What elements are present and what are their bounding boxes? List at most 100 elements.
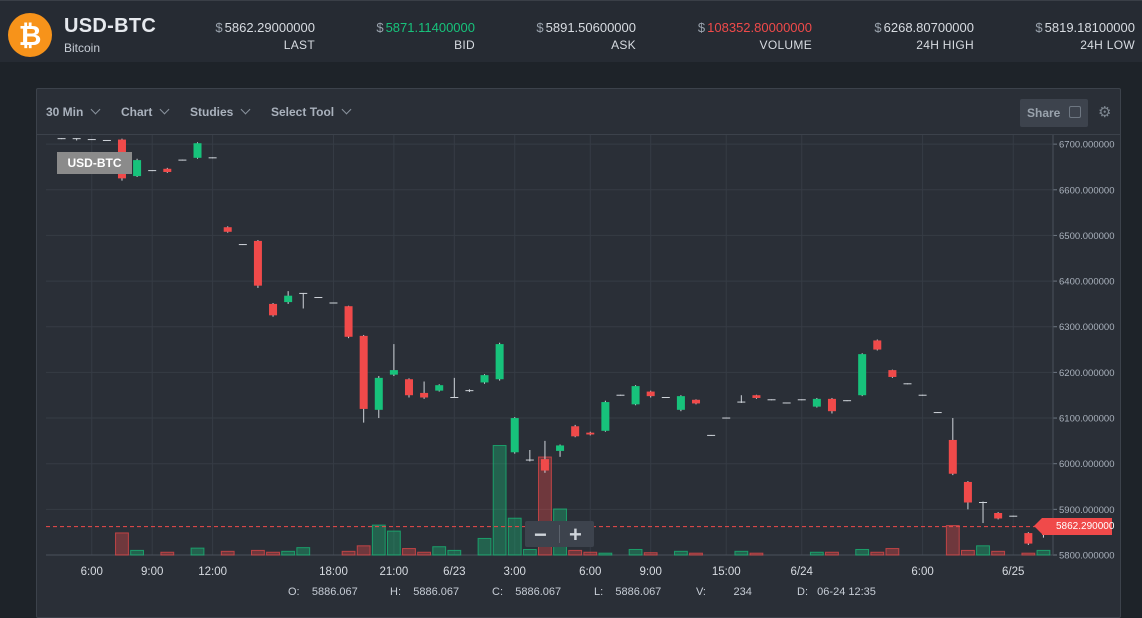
svg-text:₿: ₿ [19,19,42,52]
volume-bar [220,550,235,556]
candle-body [571,426,580,437]
x-tick-label: 21:00 [379,566,408,578]
ohlc-date: D: 06-24 12:35 [797,586,876,598]
gear-icon[interactable]: ⚙ [1098,104,1112,121]
candle-body [540,459,549,471]
ohlc-open-label: O: [288,586,300,598]
ohlc-low-label: L: [594,586,604,598]
volume-bar [991,550,1006,556]
volume-bar [251,549,265,556]
volume-bar [870,551,885,556]
ohlc-close-label: C: [492,586,503,598]
candle-body [948,439,957,474]
x-tick-label: 6/23 [443,566,465,578]
candlestick-chart[interactable]: 6700.000000 6600.000000 6500.000000 6400.00… [37,135,1120,617]
volume-bar [583,551,598,556]
candle-body [133,160,142,177]
select-tool-dropdown[interactable]: Select Tool [271,104,352,119]
volume-bar [266,551,280,556]
stat-volume-value: 108352.80000000 [707,20,812,35]
volume-bar [417,551,432,556]
y-tick-label: 6400.000000 [1059,277,1114,288]
candle-body [435,385,444,391]
select-tool-label: Select Tool [271,105,335,119]
ohlc-low-value: 5886.067 [615,586,662,598]
y-tick-label: 6100.000000 [1059,414,1114,425]
currency-symbol: $ [215,20,223,35]
y-tick-label: 6700.000000 [1059,140,1114,151]
interval-label: 30 Min [46,105,84,119]
stat-volume-label: VOLUME [759,38,812,52]
volume-bar [960,549,975,556]
chart-type-label: Chart [121,105,153,119]
candle-body [269,303,278,316]
share-label: Share [1027,106,1061,120]
x-tick-label: 9:00 [639,566,661,578]
ohlc-open-value: 5886.067 [311,586,358,598]
stat-last: $5862.29000000 LAST [155,20,315,52]
x-tick-label: 6/24 [791,566,814,578]
chart-panel: 30 Min Chart Studies Select Tool Share ⚙… [36,88,1121,618]
candle-body [374,377,383,410]
volume-bar [386,530,401,556]
candle-body [344,306,353,337]
stat-high-value: 6268.80700000 [883,20,974,35]
chart-type-dropdown[interactable]: Chart [121,104,170,119]
volume-bar [1036,549,1051,556]
coin-name: Bitcoin [64,41,101,55]
stat-24h-low: $5819.18100000 24H LOW [975,20,1135,52]
stat-volume: $108352.80000000 VOLUME [652,20,812,52]
volume-bar [296,547,311,556]
volume-bar [190,547,205,556]
share-button[interactable]: Share [1020,99,1088,127]
volume-bar [673,550,688,556]
volume-bar [628,548,643,556]
volume-bar [734,550,749,556]
y-tick-label: 6300.000000 [1059,322,1114,333]
stat-low-label: 24H LOW [1080,38,1135,52]
currency-symbol: $ [536,20,544,35]
volume-bar [432,546,447,556]
x-tick-label: 6:00 [81,566,103,578]
candle-body [858,354,867,396]
chart-legend-label: USD-BTC [57,152,132,174]
candle-body [586,432,595,435]
ohlc-volume-value: 234 [733,586,752,598]
volume-bar [402,548,416,556]
candle-body [676,396,685,410]
candle-body [888,370,897,377]
volume-bar [1021,552,1036,556]
volume-bar [976,545,990,556]
candle-body [873,340,882,350]
x-tick-label: 12:00 [198,566,227,578]
zoom-in-button[interactable]: + [569,522,582,547]
currency-symbol: $ [697,20,706,35]
currency-symbol: $ [874,20,882,35]
stat-high-label: 24H HIGH [916,38,974,52]
volume-bar [749,552,764,556]
chevron-down-icon [240,104,251,115]
volume-bar [522,548,537,556]
volume-bar [447,549,462,556]
currency-symbol: $ [376,20,384,35]
volume-bar [885,548,900,556]
currency-symbol: $ [1035,20,1043,35]
volume-bar [945,525,960,556]
candle-body [223,227,232,232]
ohlc-low: L: 5886.067 [594,586,661,598]
candle-body [389,370,398,375]
zoom-out-button[interactable]: − [534,522,547,547]
studies-dropdown[interactable]: Studies [190,104,251,119]
stat-last-label: LAST [283,38,315,52]
ohlc-volume: V: 234 [696,586,752,598]
candle-body [404,379,413,396]
volume-bar [825,551,839,556]
stat-bid-label: BID [454,38,475,52]
volume-bar [568,549,583,556]
interval-dropdown[interactable]: 30 Min [46,104,101,119]
chart-toolbar: 30 Min Chart Studies Select Tool Share ⚙ [37,89,1120,135]
candle-body [827,398,836,412]
candle-body [556,445,565,451]
stat-bid: $5871.11400000 BID [315,20,475,52]
x-tick-label: 9:00 [141,566,163,578]
